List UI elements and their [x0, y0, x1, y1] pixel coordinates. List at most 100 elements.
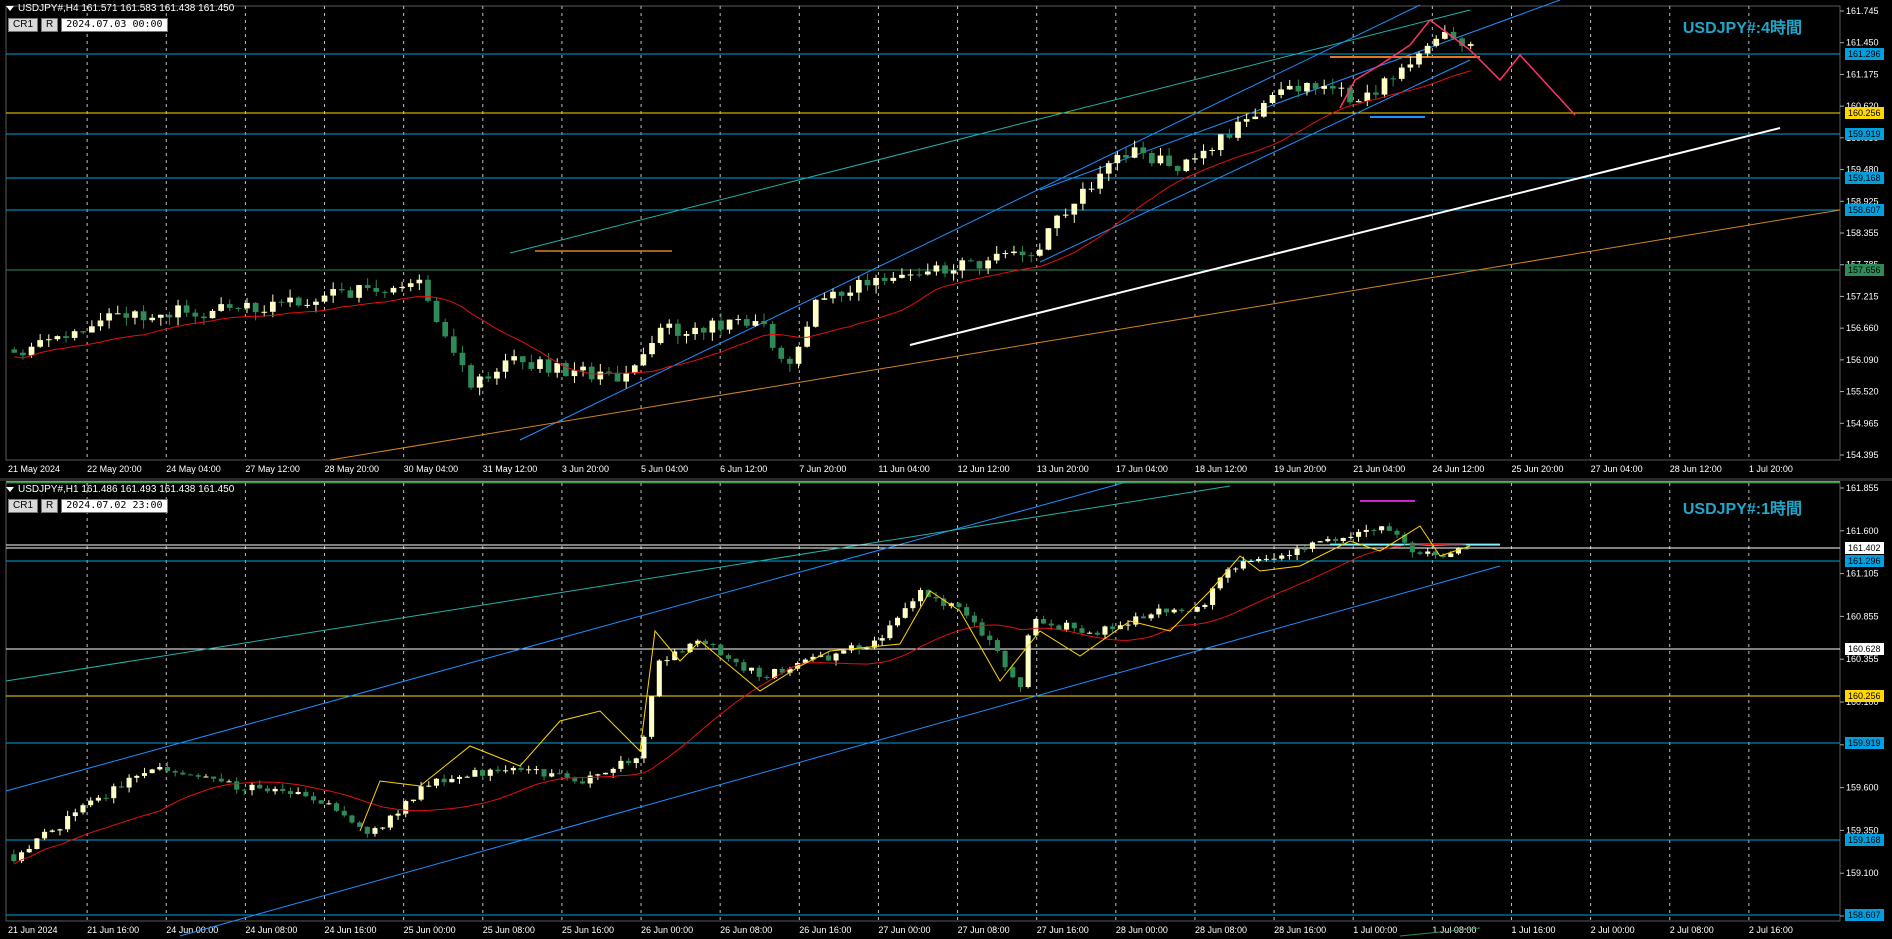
candle-body [1440, 555, 1446, 558]
h4-chart-canvas[interactable]: 21 May 2024 22 May 20:00 24 May 04:00 27 Ma… [0, 0, 1892, 478]
time-tick-label: 25 Jun 08:00 [483, 925, 535, 935]
price-tick-label: 161.855 [1846, 483, 1879, 493]
candle-body [403, 801, 409, 814]
candle-body [890, 277, 897, 281]
candle-body [787, 358, 793, 364]
candle-body [390, 287, 397, 293]
candle-body [287, 297, 293, 303]
candle-body [510, 767, 516, 771]
candle-body [264, 788, 270, 792]
candle-body [249, 784, 255, 791]
candle-body [1338, 87, 1345, 89]
candle-body [1140, 616, 1146, 619]
candle-body [597, 371, 604, 380]
candle-body [1217, 577, 1223, 589]
candle-body [871, 640, 878, 648]
price-tick-label: 161.175 [1846, 69, 1879, 79]
h1-chart-pane[interactable]: 21 Jun 2024 21 Jun 16:00 24 Jun 00:00 24 Ju… [0, 481, 1892, 939]
price-level-tag: 159.919 [1845, 128, 1884, 140]
candle-body [795, 662, 801, 669]
h1-cr1-button[interactable]: CR1 [8, 499, 39, 513]
price-level-tag: 160.256 [1845, 690, 1884, 702]
candle-body [180, 772, 186, 775]
candle-body [1321, 86, 1328, 89]
candle-body [519, 356, 526, 363]
candle-body [433, 300, 440, 322]
price-level-tag: 159.168 [1845, 834, 1884, 846]
h4-chart-pane[interactable]: 21 May 2024 22 May 20:00 24 May 04:00 27 Ma… [0, 0, 1892, 478]
candle-body [1348, 536, 1354, 538]
candle-body [733, 658, 739, 663]
price-tick-label: 154.965 [1846, 418, 1879, 428]
time-tick-label: 27 Jun 04:00 [1591, 464, 1643, 474]
candle-body [856, 645, 862, 650]
candle-body [95, 797, 101, 801]
candle-body [226, 781, 232, 783]
candle-body [993, 253, 1000, 261]
candle-body [614, 372, 621, 382]
candle-body [1019, 251, 1026, 256]
candle-body [54, 336, 61, 340]
candle-body [450, 336, 457, 353]
candle-body [89, 326, 95, 333]
candle-body [261, 311, 268, 313]
candle-body [631, 365, 638, 374]
candle-body [1248, 560, 1254, 562]
candle-body [1286, 555, 1292, 557]
candle-body [1317, 541, 1323, 543]
candle-body [37, 340, 44, 347]
h4-cr1-button[interactable]: CR1 [8, 18, 39, 32]
candle-body [756, 667, 762, 677]
candle-body [1332, 539, 1339, 542]
candle-body [545, 359, 552, 373]
candle-body [149, 769, 155, 774]
candle-body [1088, 188, 1095, 190]
h1-r-button[interactable]: R [41, 499, 59, 513]
candle-body [537, 359, 543, 369]
zigzag-line [359, 525, 1471, 832]
candle-body [1356, 531, 1362, 537]
candle-body [494, 371, 500, 379]
h4-r-button[interactable]: R [41, 18, 59, 32]
candle-body [847, 292, 854, 296]
dropdown-triangle-icon[interactable] [6, 486, 14, 492]
candle-body [787, 668, 793, 673]
candle-body [572, 777, 578, 782]
candle-body [1045, 228, 1052, 250]
candle-body [864, 647, 870, 650]
candle-body [1416, 53, 1422, 65]
pane-splitter[interactable] [0, 478, 1892, 481]
candle-body [841, 650, 847, 654]
h1-chart-canvas[interactable]: 21 Jun 2024 21 Jun 16:00 24 Jun 00:00 24 Ju… [0, 481, 1892, 939]
candle-body [1131, 147, 1138, 158]
candle-body [183, 305, 190, 313]
candle-body [848, 645, 854, 651]
candle-body [1217, 134, 1224, 151]
candle-body [425, 279, 431, 301]
h4-date-field[interactable]: 2024.07.03 00:00 [61, 18, 168, 32]
candle-body [1252, 116, 1259, 120]
time-tick-label: 24 Jun 00:00 [166, 925, 218, 935]
time-tick-label: 25 Jun 00:00 [404, 925, 456, 935]
candle-body [1279, 555, 1285, 559]
candle-body [1409, 542, 1415, 553]
candle-body [380, 827, 386, 829]
candle-body [864, 279, 871, 286]
candle-body [1407, 64, 1414, 68]
candle-body [1017, 677, 1024, 688]
time-tick-label: 28 May 20:00 [325, 464, 380, 474]
price-level-tag: 157.656 [1845, 264, 1884, 276]
candle-body [821, 298, 828, 300]
candle-body [602, 772, 609, 775]
time-tick-label: 1 Jul 08:00 [1432, 925, 1476, 935]
candle-body [382, 291, 388, 293]
candle-body [1256, 559, 1262, 561]
candle-body [287, 791, 294, 795]
h1-date-field[interactable]: 2024.07.02 23:00 [61, 499, 168, 513]
candle-body [679, 651, 685, 653]
candle-body [855, 279, 862, 293]
candle-body [34, 838, 40, 849]
candle-body [111, 786, 117, 799]
dropdown-triangle-icon[interactable] [6, 5, 14, 11]
candle-body [1302, 548, 1308, 550]
